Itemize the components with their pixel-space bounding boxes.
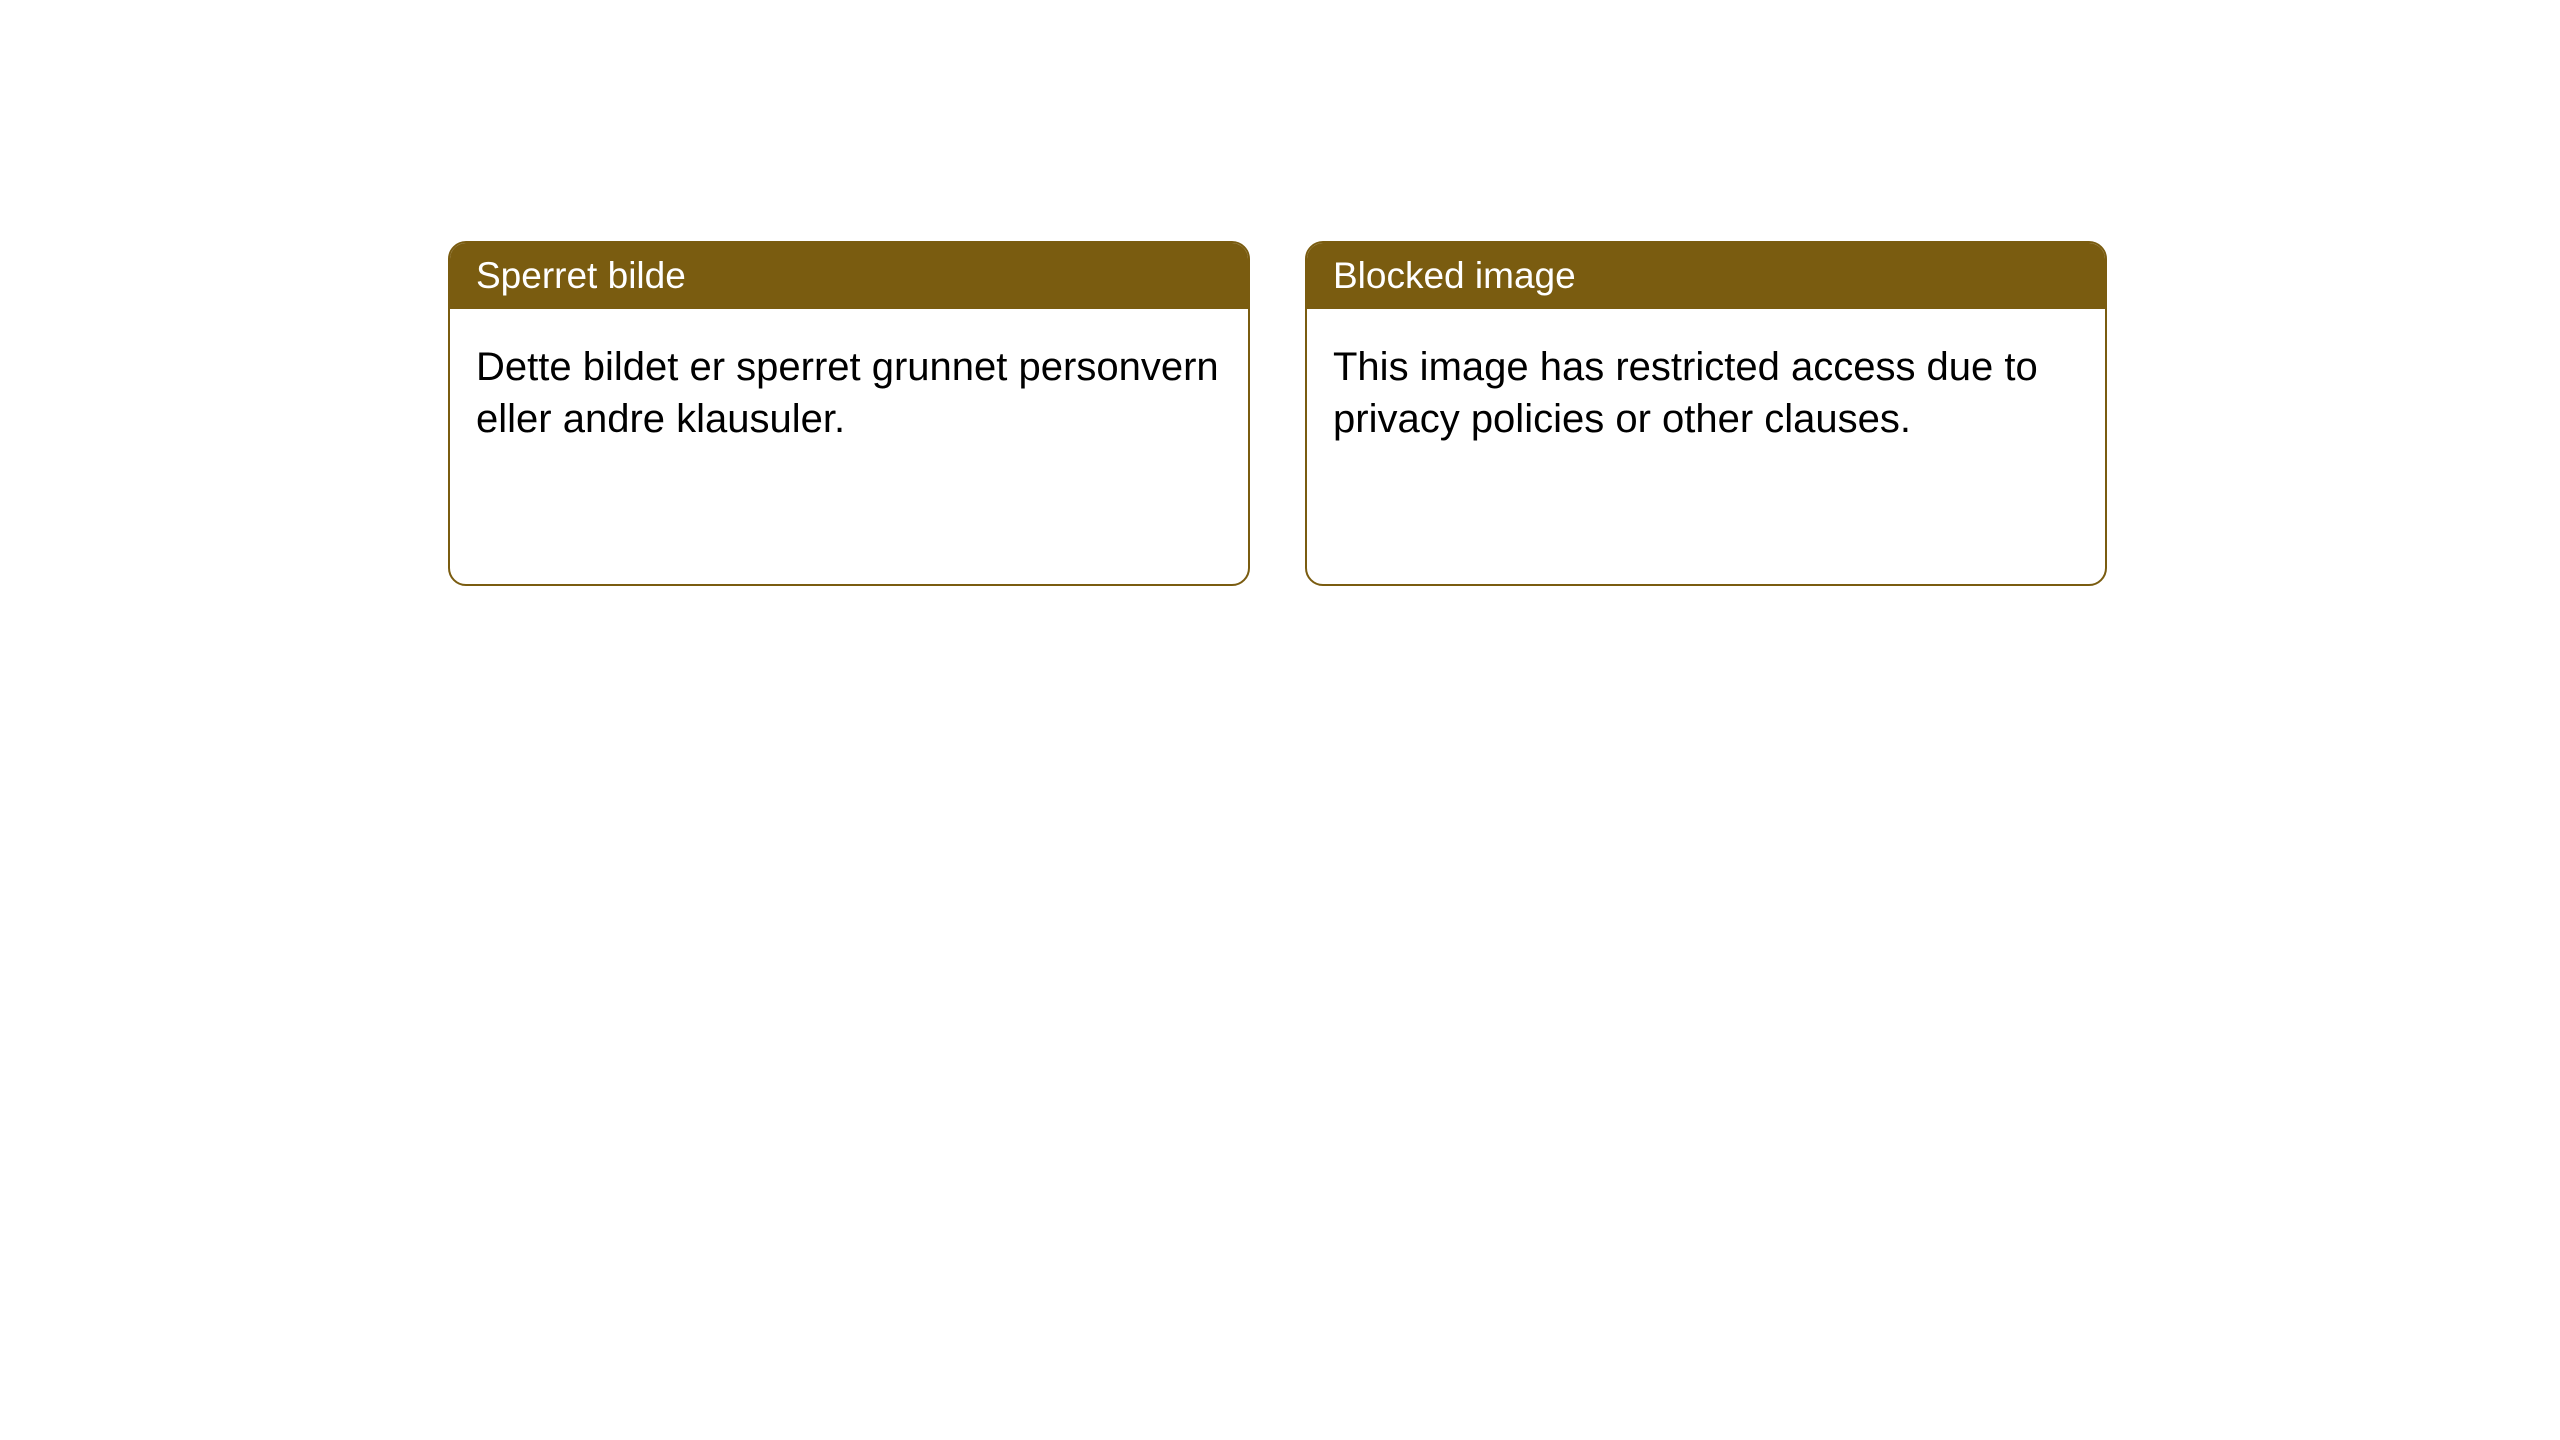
notice-body: Dette bildet er sperret grunnet personve… [450,309,1248,584]
notice-text: Dette bildet er sperret grunnet personve… [476,345,1219,441]
notice-header: Sperret bilde [450,243,1248,309]
notice-cards-container: Sperret bilde Dette bildet er sperret gr… [448,241,2107,586]
notice-title: Sperret bilde [476,255,686,296]
notice-title: Blocked image [1333,255,1576,296]
notice-body: This image has restricted access due to … [1307,309,2105,584]
notice-text: This image has restricted access due to … [1333,345,2038,441]
notice-card-english: Blocked image This image has restricted … [1305,241,2107,586]
notice-header: Blocked image [1307,243,2105,309]
notice-card-norwegian: Sperret bilde Dette bildet er sperret gr… [448,241,1250,586]
